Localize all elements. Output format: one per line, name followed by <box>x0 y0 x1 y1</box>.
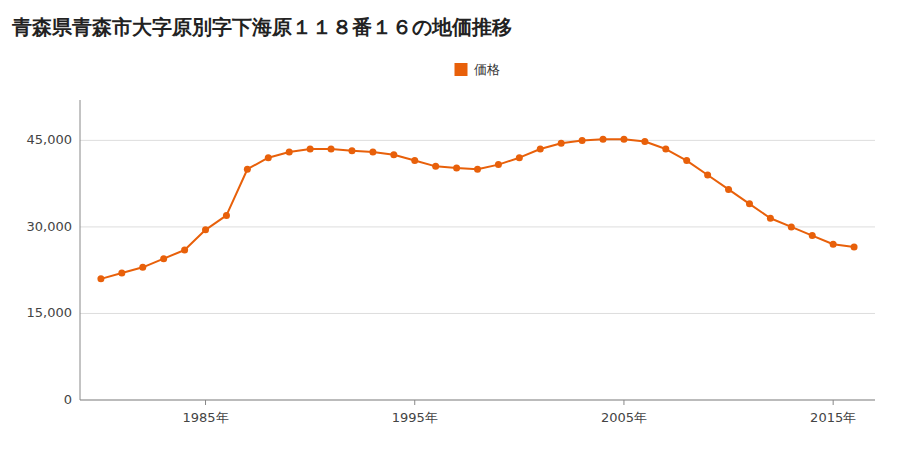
data-point <box>390 151 397 158</box>
x-tick <box>414 400 415 405</box>
data-point <box>704 172 711 179</box>
data-point <box>244 166 251 173</box>
x-tick-label: 1985年 <box>182 410 228 425</box>
x-tick-label: 2015年 <box>810 410 856 425</box>
data-point <box>286 148 293 155</box>
grid-line <box>80 313 875 314</box>
data-point <box>620 136 627 143</box>
data-point <box>830 241 837 248</box>
plot-area <box>97 136 857 283</box>
data-point <box>118 270 125 277</box>
data-point <box>767 215 774 222</box>
y-tick-label: 0 <box>64 392 72 407</box>
data-point <box>328 146 335 153</box>
data-point <box>746 200 753 207</box>
x-tick-label: 2005年 <box>601 410 647 425</box>
data-point <box>181 247 188 254</box>
legend: 価格 <box>455 62 500 77</box>
data-point <box>683 157 690 164</box>
x-tick <box>205 400 206 405</box>
x-axis-line <box>80 400 875 401</box>
data-point <box>160 255 167 262</box>
data-point <box>453 165 460 172</box>
series-line <box>101 139 854 279</box>
x-tick-label: 1995年 <box>392 410 438 425</box>
data-point <box>495 161 502 168</box>
data-point <box>202 226 209 233</box>
data-point <box>516 154 523 161</box>
data-point <box>97 275 104 282</box>
x-tick <box>833 400 834 405</box>
data-point <box>662 146 669 153</box>
title: 青森県青森市大字原別字下海原１１８番１６の地価推移 <box>11 15 512 39</box>
data-point <box>223 212 230 219</box>
data-point <box>139 264 146 271</box>
data-point <box>558 140 565 147</box>
x-tick <box>623 400 624 405</box>
chart-container: 青森県青森市大字原別字下海原１１８番１６の地価推移 0 15,000 30,000 45… <box>0 0 900 450</box>
data-point <box>579 137 586 144</box>
y-tick-label: 30,000 <box>27 219 73 234</box>
y-tick-label: 15,000 <box>27 305 73 320</box>
y-axis-line <box>80 100 81 400</box>
data-point <box>600 136 607 143</box>
data-point <box>809 232 816 239</box>
data-point <box>537 146 544 153</box>
legend-label: 価格 <box>474 62 500 77</box>
data-point <box>725 186 732 193</box>
data-point <box>851 244 858 251</box>
legend-swatch <box>455 63 468 76</box>
data-point <box>307 146 314 153</box>
data-point <box>788 223 795 230</box>
data-point <box>265 154 272 161</box>
data-point <box>474 166 481 173</box>
data-point <box>641 138 648 145</box>
data-point <box>369 148 376 155</box>
grid-line <box>80 140 875 141</box>
grid-line <box>80 400 875 401</box>
y-tick-label: 45,000 <box>27 132 73 147</box>
grid-line <box>80 226 875 227</box>
data-point <box>432 163 439 170</box>
data-point <box>411 157 418 164</box>
data-point <box>348 147 355 154</box>
chart-svg: 青森県青森市大字原別字下海原１１８番１６の地価推移 0 15,000 30,000 45… <box>0 0 900 450</box>
